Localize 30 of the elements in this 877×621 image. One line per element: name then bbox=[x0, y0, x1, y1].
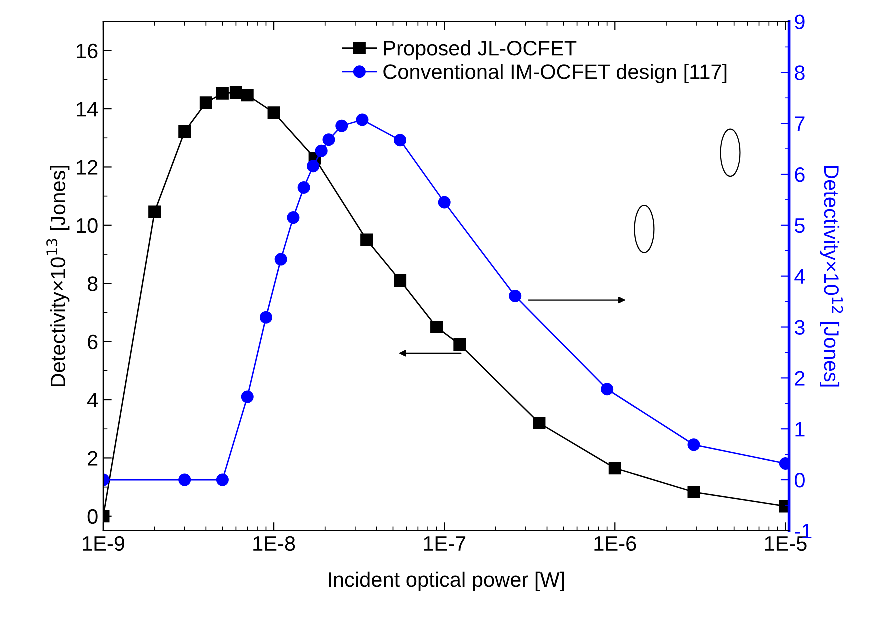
y2-axis-title: Detectivity×10$^{12}$ [Jones] bbox=[820, 166, 844, 387]
y-tick-label: 6 bbox=[88, 334, 98, 350]
y2-tick-label: 3 bbox=[794, 320, 805, 336]
y-tick-label: 12 bbox=[77, 160, 98, 175]
y2-tick-label: 4 bbox=[794, 270, 806, 284]
y2-tick-label: 6 bbox=[795, 168, 805, 182]
legend-label: Proposed JL-OCFET bbox=[384, 40, 577, 60]
x-tick-label: 1E-8 bbox=[254, 536, 296, 552]
y2-tick-label: 0 bbox=[794, 473, 805, 488]
x-tick-label: 1E-7 bbox=[424, 536, 466, 551]
legend-label: Conventional IM-OCFET design [117] bbox=[384, 64, 727, 84]
y-tick-label: 2 bbox=[88, 451, 98, 466]
y-tick-label: 8 bbox=[88, 276, 98, 292]
y2-tick-label: 8 bbox=[795, 66, 805, 80]
y-tick-label: 14 bbox=[77, 102, 98, 117]
y-axis-title: Detectivity×10$^{13}$ [Jones] bbox=[46, 166, 70, 387]
x-tick-label: 1E-6 bbox=[594, 536, 636, 552]
y2-tick-label: 2 bbox=[795, 371, 805, 386]
y2-tick-label: 7 bbox=[795, 116, 805, 132]
y2-tick-label: 5 bbox=[794, 218, 805, 234]
x-axis-title: Incident optical power [W] bbox=[329, 572, 564, 592]
y2-tick-label: 9 bbox=[795, 14, 805, 30]
y-tick-label: 0 bbox=[88, 509, 98, 524]
y2-tick-label: 1 bbox=[796, 422, 805, 437]
x-tick-label: 1E-9 bbox=[83, 536, 125, 552]
y-tick-label: 10 bbox=[77, 218, 98, 234]
y-tick-label: 16 bbox=[77, 44, 98, 59]
y2-tick-label: -1 bbox=[795, 524, 812, 539]
y-tick-label: 4 bbox=[88, 393, 98, 408]
x-tick-label: 1E-5 bbox=[765, 536, 807, 552]
